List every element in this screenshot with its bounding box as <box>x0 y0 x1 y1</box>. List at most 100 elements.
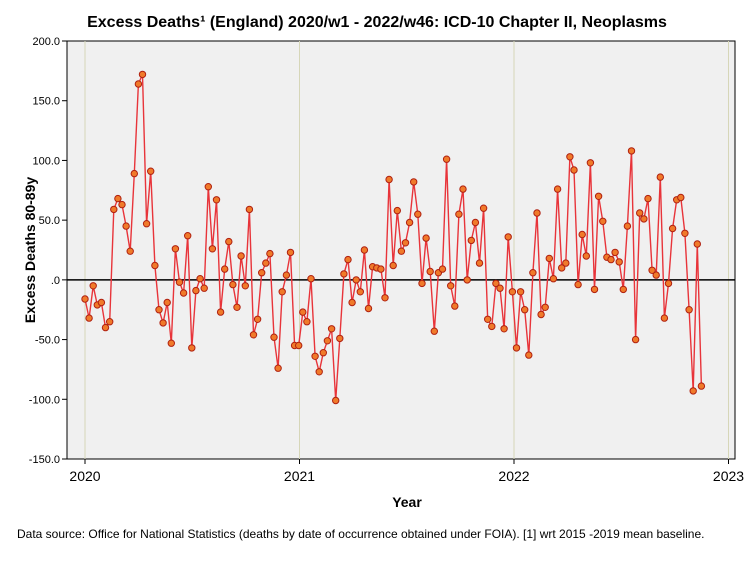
data-point <box>570 166 578 174</box>
data-point <box>463 276 471 284</box>
data-point <box>200 284 208 292</box>
data-point <box>442 155 451 163</box>
data-point <box>512 344 521 352</box>
data-point <box>381 294 389 302</box>
data-point <box>295 341 303 350</box>
data-point <box>521 306 529 314</box>
data-point <box>410 178 418 186</box>
data-point <box>677 193 685 202</box>
data-point <box>660 314 669 322</box>
data-point <box>163 298 171 307</box>
data-point <box>516 288 525 296</box>
data-point <box>262 259 270 267</box>
data-point <box>159 319 167 327</box>
data-point <box>558 264 566 272</box>
data-point <box>241 282 250 290</box>
data-point <box>147 167 155 175</box>
data-point <box>401 239 410 247</box>
data-point <box>237 252 245 260</box>
data-point <box>106 318 114 326</box>
data-point <box>689 387 697 395</box>
data-point <box>110 205 118 214</box>
data-point <box>697 382 706 390</box>
data-point <box>681 229 689 238</box>
data-point <box>332 396 340 405</box>
data-point <box>393 206 401 215</box>
data-point <box>311 352 319 360</box>
data-point <box>586 159 595 167</box>
data-point <box>426 267 434 276</box>
data-source-note: Data source: Office for National Statist… <box>17 527 705 541</box>
data-point <box>377 265 385 273</box>
data-point <box>451 302 459 310</box>
data-point <box>484 315 492 323</box>
y-tick-label: -100.0 <box>29 394 60 406</box>
data-point <box>475 259 484 267</box>
data-point <box>130 169 139 178</box>
data-point <box>582 252 590 260</box>
data-point <box>644 194 652 203</box>
data-point <box>85 314 93 322</box>
data-point <box>122 222 130 230</box>
data-point <box>97 298 106 307</box>
x-tick-label: 2022 <box>498 468 529 484</box>
data-point <box>204 183 213 191</box>
data-point <box>566 153 574 161</box>
data-point <box>397 247 406 255</box>
data-point <box>541 303 549 311</box>
data-point <box>447 282 455 290</box>
y-tick-label: 150.0 <box>32 96 60 108</box>
data-point <box>685 306 693 314</box>
data-point <box>500 325 508 333</box>
data-point <box>430 327 438 335</box>
data-point <box>611 248 619 257</box>
data-point <box>619 285 627 294</box>
data-point <box>323 337 332 345</box>
data-point <box>574 280 582 289</box>
data-point <box>537 310 545 319</box>
data-point <box>151 261 159 270</box>
data-point <box>529 269 537 277</box>
data-point <box>627 147 636 155</box>
data-point <box>508 288 517 296</box>
data-point <box>81 295 89 303</box>
data-point <box>553 185 562 193</box>
data-point <box>184 232 192 240</box>
data-point <box>274 364 282 372</box>
data-point <box>340 270 348 278</box>
data-point <box>664 279 673 288</box>
data-point <box>525 351 533 359</box>
data-point <box>249 331 258 339</box>
data-point <box>208 245 217 253</box>
data-point <box>315 368 323 376</box>
data-point <box>422 234 430 242</box>
x-tick-label: 2020 <box>69 468 100 484</box>
data-point <box>504 233 512 241</box>
data-point <box>233 303 241 311</box>
data-point <box>533 209 541 217</box>
data-point <box>278 288 286 296</box>
data-point <box>89 282 97 290</box>
data-point <box>307 275 315 283</box>
x-tick-label: 2021 <box>284 468 315 484</box>
data-point <box>455 210 463 218</box>
data-point <box>471 218 480 227</box>
data-point <box>496 284 504 292</box>
data-point <box>640 215 648 223</box>
data-point <box>266 249 274 258</box>
data-point <box>258 269 266 277</box>
data-point <box>693 240 701 248</box>
x-axis-label: Year <box>392 494 422 510</box>
data-point <box>299 308 307 316</box>
data-point <box>175 278 184 286</box>
y-tick-label: .0 <box>51 275 60 287</box>
data-point <box>549 275 558 283</box>
data-point <box>167 339 176 347</box>
data-point <box>562 259 570 267</box>
data-point <box>221 265 229 273</box>
data-point <box>196 275 204 283</box>
y-tick-label: -150.0 <box>29 454 60 466</box>
data-point <box>212 196 221 204</box>
y-tick-label: 50.0 <box>39 215 60 227</box>
